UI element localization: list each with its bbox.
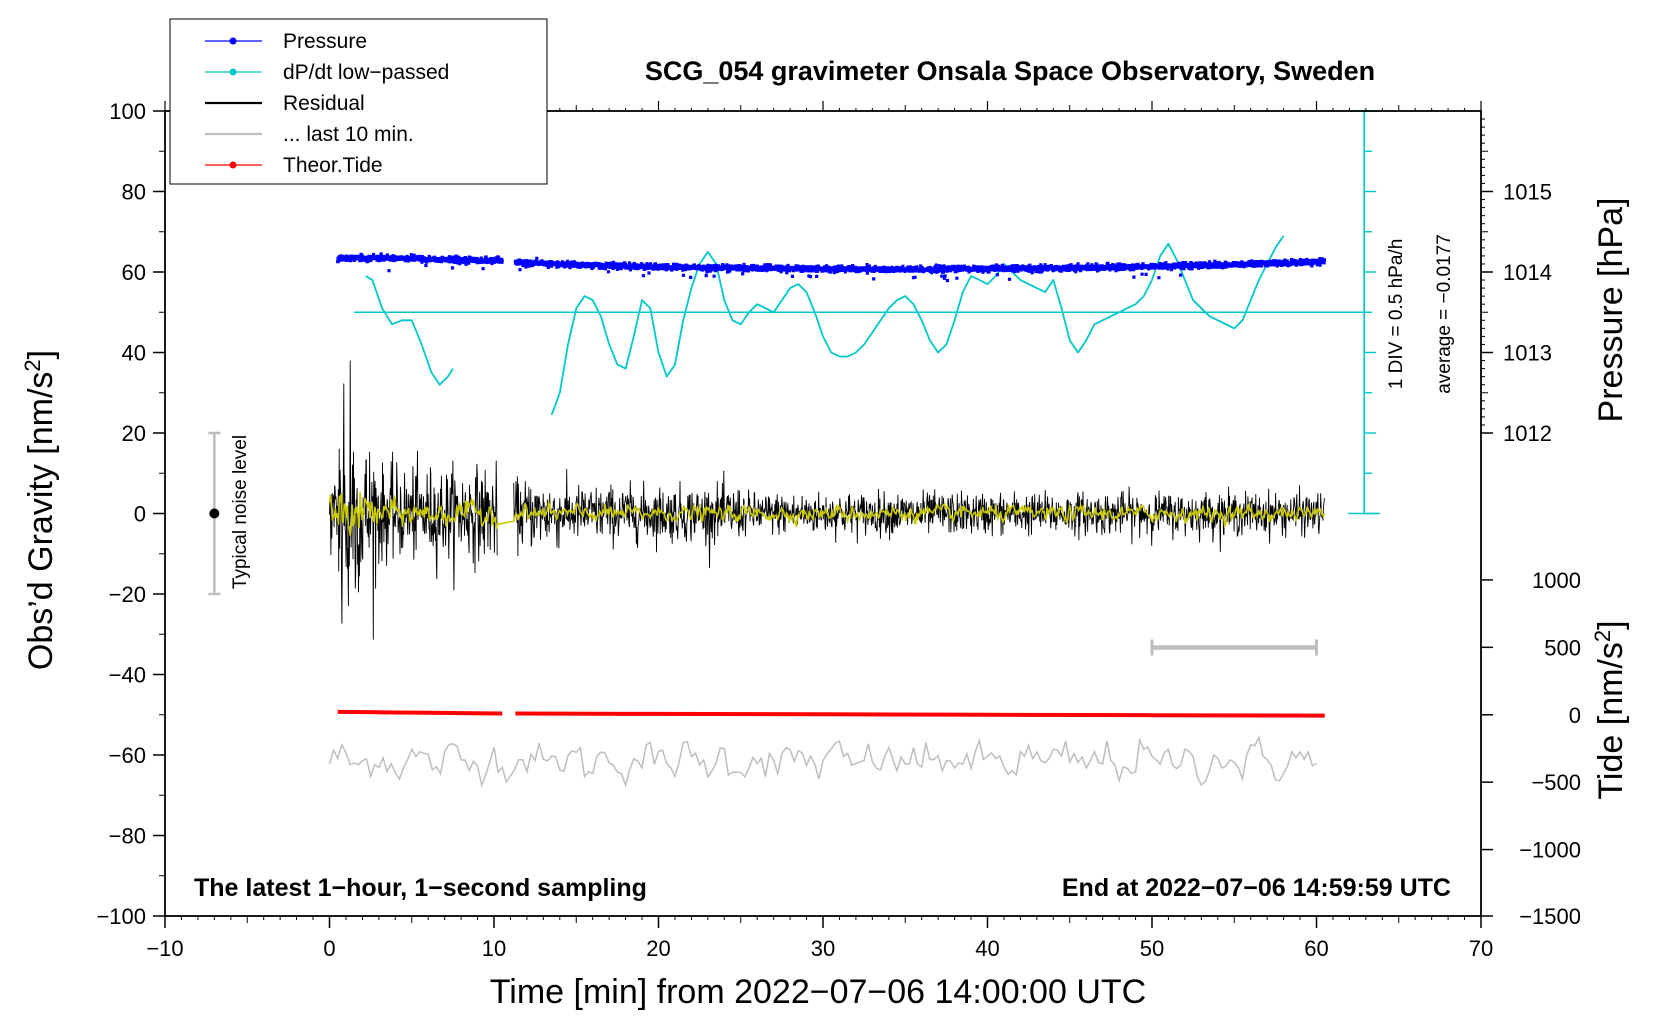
- residual-smoothed-line: [328, 492, 1326, 536]
- x-tick-label: 30: [811, 936, 835, 961]
- legend-swatch-dot: [229, 161, 237, 169]
- y-tick-label: 60: [122, 260, 146, 285]
- theor-tide-segment-1: [515, 711, 1325, 718]
- legend-item: dP/dt low−passed: [205, 61, 449, 84]
- x-tick-label: −10: [146, 936, 183, 961]
- pressure-dots-segment-1: [513, 256, 1326, 283]
- legend-label: ... last 10 min.: [283, 123, 414, 146]
- x-tick-label: 60: [1304, 936, 1328, 961]
- tide-tick-label: 1000: [1532, 568, 1581, 593]
- legend-swatch-dot: [229, 68, 237, 76]
- y-axis-tide-title: Tide [nm/s2]: [1590, 620, 1630, 799]
- legend-label: Theor.Tide: [283, 154, 383, 177]
- y-tick-label: −20: [109, 582, 146, 607]
- pressure-tick-label: 1014: [1503, 260, 1552, 285]
- legend-label: Pressure: [283, 30, 367, 53]
- legend-item: Residual: [205, 92, 365, 115]
- dpdt-scale-div-label: 1 DIV = 0.5 hPa/h: [1386, 239, 1407, 390]
- legend-item: Theor.Tide: [205, 154, 383, 177]
- annotation-sampling: The latest 1−hour, 1−second sampling: [194, 874, 647, 902]
- axes-layer: −10 0 10 20 30 40 50 60 70100806040200−20−40−60−…: [96, 99, 1581, 961]
- tide-tick-label: −1000: [1519, 838, 1581, 863]
- tide-tick-label: 0: [1569, 703, 1581, 728]
- chart-title: SCG_054 gravimeter Onsala Space Observat…: [645, 56, 1375, 86]
- legend: Pressure dP/dt low−passed Residual ... last…: [169, 18, 548, 185]
- legend-swatch-dot: [229, 37, 237, 45]
- dpdt-line-segment-1: [550, 235, 1285, 416]
- legend-item: ... last 10 min.: [205, 123, 414, 146]
- dpdt-scale-average-label: average = −0.0177: [1434, 234, 1455, 394]
- legend-items: Pressure dP/dt low−passed Residual ... last…: [205, 30, 449, 177]
- tide-tick-label: −1500: [1519, 904, 1581, 929]
- y-tick-label: −60: [109, 743, 146, 768]
- y-tick-label: −100: [96, 904, 146, 929]
- x-axis-title: Time [min] from 2022−07−06 14:00:00 UTC: [490, 973, 1146, 1011]
- x-tick-label: 20: [646, 936, 670, 961]
- y-tick-label: 40: [122, 341, 146, 366]
- legend-box: [169, 18, 548, 185]
- y-tick-label: 80: [122, 180, 146, 205]
- pressure-dots-segment-0: [336, 252, 504, 273]
- y-axis-left-title: Obs’d Gravity [nm/s2]: [20, 350, 60, 670]
- noise-bar-center-dot: [209, 508, 220, 519]
- last-10-min-line: [328, 735, 1317, 789]
- y-tick-label: −40: [109, 663, 146, 688]
- x-tick-label: 0: [323, 936, 335, 961]
- y-tick-label: −80: [109, 824, 146, 849]
- y-tick-label: 0: [134, 502, 146, 527]
- theor-tide-segment-0: [337, 709, 503, 716]
- y-tick-label: 20: [122, 421, 146, 446]
- x-tick-label: 50: [1140, 936, 1164, 961]
- legend-item: Pressure: [205, 30, 367, 53]
- noise-level-label: Typical noise level: [230, 435, 251, 589]
- tide-tick-label: −500: [1531, 770, 1581, 795]
- annotation-end-time: End at 2022−07−06 14:59:59 UTC: [1062, 874, 1451, 902]
- y-tick-label: 100: [109, 99, 146, 124]
- y-axis-pressure-title: Pressure [hPa]: [1592, 198, 1630, 423]
- dpdt-line-segment-0: [365, 275, 454, 386]
- x-tick-label: 70: [1469, 936, 1493, 961]
- pressure-tick-label: 1012: [1503, 421, 1552, 446]
- x-tick-label: 10: [482, 936, 506, 961]
- series-layer: [208, 110, 1381, 789]
- tide-tick-label: 500: [1544, 635, 1581, 660]
- legend-label: dP/dt low−passed: [283, 61, 449, 84]
- legend-label: Residual: [283, 92, 365, 115]
- pressure-tick-label: 1013: [1503, 341, 1552, 366]
- pressure-tick-label: 1015: [1503, 180, 1552, 205]
- x-tick-label: 40: [975, 936, 999, 961]
